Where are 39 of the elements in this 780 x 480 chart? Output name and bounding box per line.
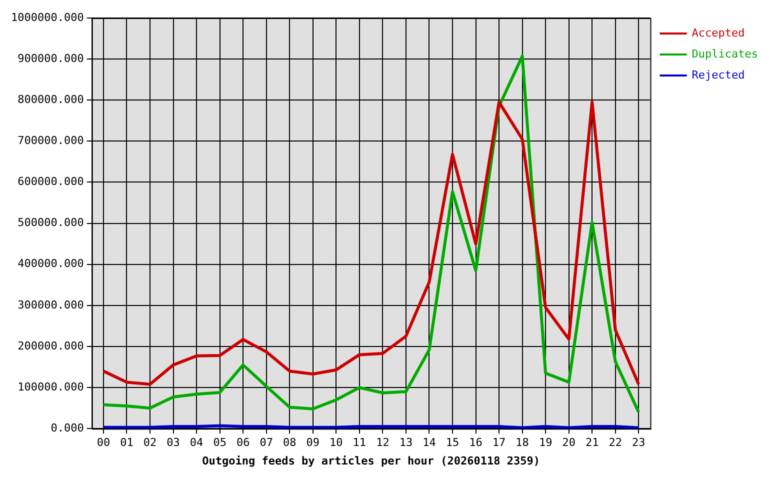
x-tick-label: 01 bbox=[120, 436, 134, 450]
x-tick-label: 11 bbox=[352, 436, 366, 450]
x-tick-label: 21 bbox=[585, 436, 599, 450]
x-tick-label: 09 bbox=[306, 436, 320, 450]
x-tick-label: 04 bbox=[190, 436, 204, 450]
legend-label: Accepted bbox=[692, 26, 745, 40]
x-tick-label: 16 bbox=[469, 436, 482, 450]
y-tick-label: 1000000.000 bbox=[10, 10, 84, 24]
y-tick-label: 900000.000 bbox=[18, 52, 84, 65]
y-tick-label: 700000.000 bbox=[18, 134, 84, 148]
x-tick-label: 18 bbox=[516, 436, 529, 450]
x-tick-label: 22 bbox=[608, 436, 622, 450]
y-tick-label: 800000.000 bbox=[18, 92, 84, 106]
x-tick-label: 23 bbox=[632, 436, 646, 450]
x-tick-label: 05 bbox=[213, 436, 226, 450]
x-tick-label: 20 bbox=[562, 436, 576, 450]
x-tick-label: 17 bbox=[492, 436, 506, 450]
legend-label: Duplicates bbox=[692, 47, 758, 60]
x-tick-label: 08 bbox=[283, 436, 296, 450]
y-tick-label: 500000.000 bbox=[18, 216, 84, 230]
y-tick-label: 200000.000 bbox=[18, 339, 84, 352]
y-tick-label: 300000.000 bbox=[18, 298, 84, 312]
x-tick-label: 00 bbox=[96, 436, 110, 450]
y-tick-label: 0.000 bbox=[50, 421, 84, 434]
x-tick-label: 03 bbox=[166, 436, 180, 450]
x-tick-label: 06 bbox=[236, 436, 250, 450]
x-tick-label: 02 bbox=[143, 436, 157, 450]
x-tick-label: 07 bbox=[260, 436, 273, 450]
x-axis-title: Outgoing feeds by articles per hour (20260118 2359) bbox=[202, 454, 540, 468]
y-tick-label: 400000.000 bbox=[18, 257, 84, 270]
x-tick-label: 15 bbox=[446, 436, 460, 450]
y-tick-label: 600000.000 bbox=[18, 175, 84, 188]
x-tick-label: 12 bbox=[376, 436, 390, 450]
legend-label: Rejected bbox=[692, 68, 745, 82]
x-tick-label: 10 bbox=[330, 436, 343, 450]
x-tick-label: 13 bbox=[399, 436, 413, 450]
x-tick-label: 19 bbox=[538, 436, 552, 450]
x-tick-label: 14 bbox=[422, 436, 436, 450]
y-tick-label: 100000.000 bbox=[18, 380, 84, 394]
